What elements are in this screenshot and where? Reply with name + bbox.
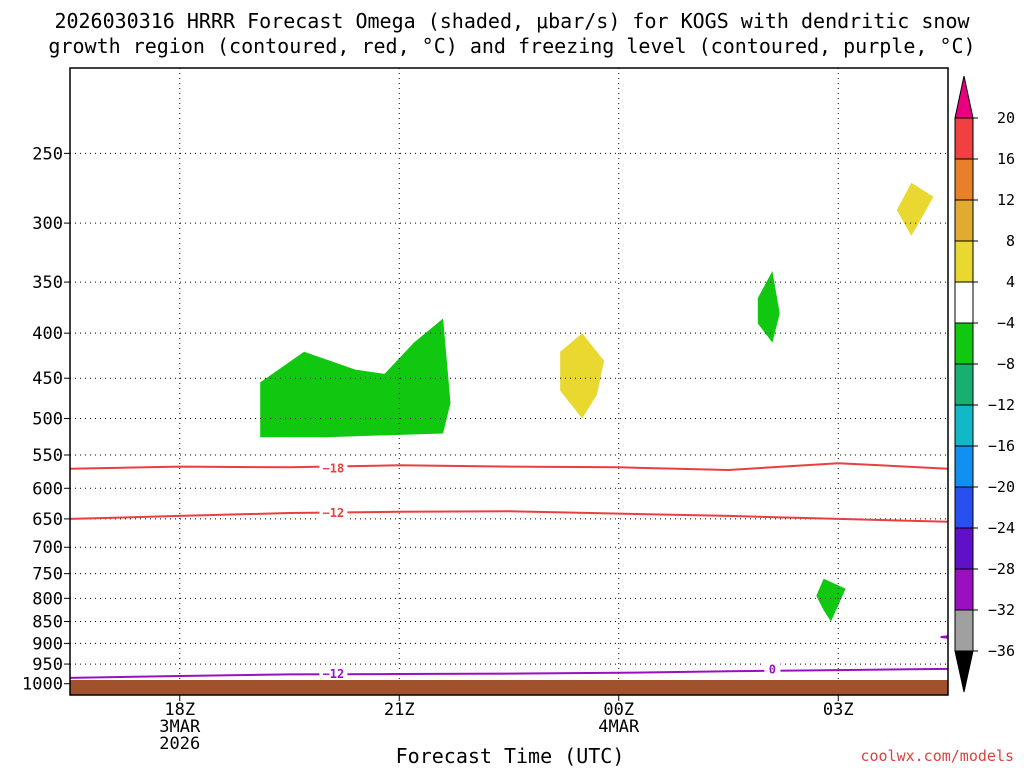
y-tick-label-300: 300 — [32, 214, 63, 234]
x-axis-label: Forecast Time (UTC) — [396, 744, 625, 768]
colorbar-label-6: −8 — [997, 355, 1015, 373]
colorbar-segment-5 — [954, 322, 974, 365]
colorbar-segment-2 — [954, 199, 974, 242]
colorbar-label-11: −28 — [988, 560, 1015, 578]
colorbar-label-9: −20 — [988, 478, 1015, 496]
plot-content: −18−12−12−120 — [70, 68, 948, 695]
contour-label-bg--12 — [319, 505, 348, 520]
chart-title-line2: growth region (contoured, red, °C) and f… — [48, 34, 975, 58]
contour-label-bg-0 — [319, 667, 348, 682]
shaded-region-pos-4-8-4 — [560, 333, 605, 419]
colorbar-label-2: 12 — [997, 191, 1015, 209]
colorbar-top-triangle — [954, 75, 974, 119]
colorbar-segment-1 — [954, 158, 974, 201]
plot-area: −18−12−12−120 — [70, 68, 948, 695]
y-tick-label-1000: 1000 — [22, 675, 63, 695]
colorbar-label-12: −32 — [988, 601, 1015, 619]
colorbar-segment-10 — [954, 527, 974, 570]
contour-label-0: −12 — [323, 667, 345, 681]
y-tick-label-500: 500 — [32, 410, 63, 430]
colorbar-label-8: −16 — [988, 437, 1015, 455]
chart-title-line1: 2026030316 HRRR Forecast Omega (shaded, … — [54, 9, 970, 33]
contour-label-bg-0b — [764, 662, 781, 677]
contour-line--18 — [70, 462, 948, 472]
colorbar-segment-8 — [954, 445, 974, 488]
contour-label--12: −12 — [323, 506, 345, 520]
ground-strip — [70, 680, 948, 695]
colorbar-label-0: 20 — [997, 109, 1015, 127]
colorbar-segment-3 — [954, 240, 974, 283]
y-tick-label-800: 800 — [32, 589, 63, 609]
y-tick-label-350: 350 — [32, 273, 63, 293]
colorbar-segment-4 — [954, 281, 974, 324]
shaded-region-neg-4-8-2 — [757, 271, 780, 343]
x-tick-label-18Z-2: 2026 — [159, 734, 200, 754]
colorbar-label-3: 8 — [1006, 232, 1015, 250]
colorbar-label-4: 4 — [1006, 273, 1015, 291]
colorbar-segment-9 — [954, 486, 974, 529]
colorbar-segment-0 — [954, 117, 974, 160]
contour-line-0 — [70, 667, 948, 679]
colorbar-label-1: 16 — [997, 150, 1015, 168]
y-tick-label-650: 650 — [32, 510, 63, 530]
colorbar-bottom-triangle — [954, 650, 974, 693]
x-tick-label-00Z-0: 00Z — [603, 700, 634, 720]
shaded-region-neg-4-8-3 — [816, 578, 846, 622]
y-tick-label-850: 850 — [32, 613, 63, 633]
colorbar-label-7: −12 — [988, 396, 1015, 414]
axes: 2503003504004505005506006507007508008509… — [22, 67, 949, 754]
y-tick-label-600: 600 — [32, 479, 63, 499]
plot-frame — [69, 67, 949, 696]
y-tick-label-550: 550 — [32, 446, 63, 466]
colorbar: 20 16 12 8 4 −4 −8 −12 −16 −20 −24 −28 −32 −36 — [954, 75, 1015, 693]
x-tick-label-03Z-0: 03Z — [823, 700, 854, 720]
contour-label-0b: 0 — [769, 663, 776, 677]
colorbar-segment-6 — [954, 363, 974, 406]
colorbar-label-13: −36 — [988, 642, 1015, 660]
colorbar-label-10: −24 — [988, 519, 1015, 537]
shaded-region-pos-4-8-5 — [896, 182, 934, 236]
x-tick-label-00Z-1: 4MAR — [598, 717, 640, 737]
colorbar-segment-7 — [954, 404, 974, 447]
y-tick-label-250: 250 — [32, 144, 63, 164]
y-tick-label-900: 900 — [32, 634, 63, 654]
y-tick-label-750: 750 — [32, 565, 63, 585]
y-tick-label-450: 450 — [32, 369, 63, 389]
credit-text: coolwx.com/models — [860, 747, 1014, 765]
y-tick-label-400: 400 — [32, 324, 63, 344]
contour-label--18: −18 — [323, 462, 345, 476]
colorbar-label-5: −4 — [997, 314, 1015, 332]
x-tick-label-21Z-0: 21Z — [384, 700, 415, 720]
contour-label-bg--18 — [319, 461, 348, 476]
y-tick-label-700: 700 — [32, 538, 63, 558]
x-tick-label-18Z-0: 18Z — [164, 700, 195, 720]
x-tick-label-18Z-1: 3MAR — [159, 717, 201, 737]
colorbar-segment-12 — [954, 609, 974, 652]
y-tick-label-950: 950 — [32, 655, 63, 675]
colorbar-segment-11 — [954, 568, 974, 611]
